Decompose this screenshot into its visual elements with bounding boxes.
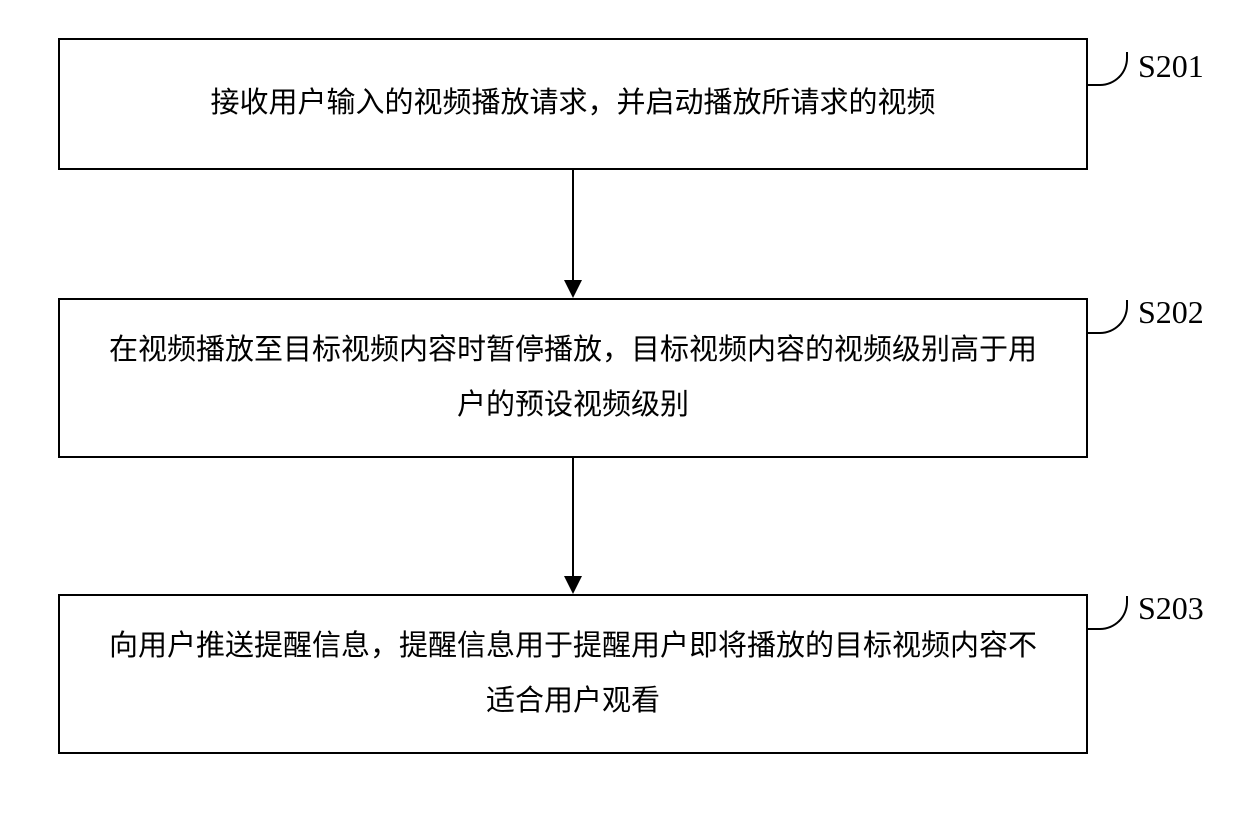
flow-arrow-2-head (564, 576, 582, 594)
flow-step-s203-text: 向用户推送提醒信息，提醒信息用于提醒用户即将播放的目标视频内容不适合用户观看 (100, 619, 1046, 729)
flow-arrow-1-head (564, 280, 582, 298)
flow-step-s201: 接收用户输入的视频播放请求，并启动播放所请求的视频 (58, 38, 1088, 170)
flowchart-container: 接收用户输入的视频播放请求，并启动播放所请求的视频 S201 在视频播放至目标视… (58, 38, 1088, 798)
flow-arrow-1-line (572, 170, 574, 280)
label-connector-s202 (1086, 300, 1128, 334)
flow-step-s201-label: S201 (1138, 48, 1204, 85)
flow-step-s203: 向用户推送提醒信息，提醒信息用于提醒用户即将播放的目标视频内容不适合用户观看 (58, 594, 1088, 754)
flow-step-s202-text: 在视频播放至目标视频内容时暂停播放，目标视频内容的视频级别高于用户的预设视频级别 (100, 323, 1046, 433)
label-connector-s201 (1086, 52, 1128, 86)
flow-step-s203-label: S203 (1138, 590, 1204, 627)
flow-step-s201-text: 接收用户输入的视频播放请求，并启动播放所请求的视频 (210, 76, 935, 131)
flow-arrow-2-line (572, 458, 574, 576)
label-connector-s203 (1086, 596, 1128, 630)
flow-step-s202-label: S202 (1138, 294, 1204, 331)
flow-step-s202: 在视频播放至目标视频内容时暂停播放，目标视频内容的视频级别高于用户的预设视频级别 (58, 298, 1088, 458)
